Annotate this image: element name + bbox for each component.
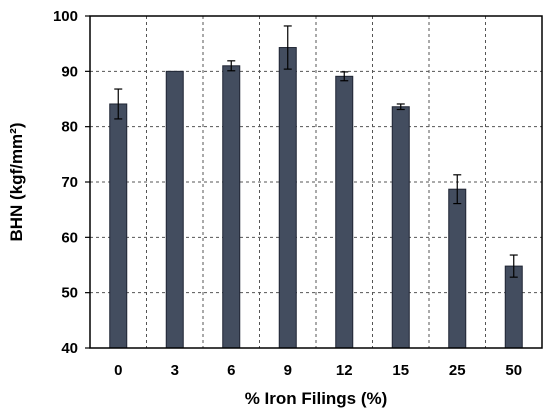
- bar-15: [391, 106, 410, 349]
- x-tick-label: 50: [505, 362, 522, 379]
- y-tick-label: 40: [61, 340, 78, 357]
- error-bar-15: [396, 103, 405, 111]
- y-axis-ticks: 40 50 60 70 80 90 100: [53, 8, 90, 357]
- x-tick-label: 25: [449, 362, 466, 379]
- y-tick-label: 90: [61, 63, 78, 80]
- bar-0: [109, 103, 128, 349]
- error-bar-9: [283, 25, 292, 70]
- x-tick-label: 9: [284, 362, 292, 379]
- bar-series: [109, 47, 523, 349]
- y-tick-label: 80: [61, 119, 78, 136]
- x-tick-label: 15: [392, 362, 409, 379]
- error-bar-6: [227, 60, 236, 72]
- error-bar-50: [509, 254, 518, 278]
- bar-6: [222, 65, 241, 349]
- error-bar-25: [453, 174, 462, 205]
- bar-9: [278, 47, 297, 349]
- y-tick-label: 100: [53, 8, 78, 25]
- y-tick-label: 50: [61, 285, 78, 302]
- bar-12: [335, 75, 354, 349]
- error-bars: [114, 25, 518, 278]
- x-axis-title: % Iron Filings (%): [245, 389, 388, 408]
- x-tick-label: 6: [227, 362, 235, 379]
- x-tick-label: 0: [114, 362, 122, 379]
- error-bar-0: [114, 88, 123, 120]
- bar-25: [448, 188, 467, 349]
- bar-3: [165, 70, 184, 349]
- error-bar-12: [340, 71, 349, 82]
- x-tick-label: 3: [171, 362, 179, 379]
- y-tick-label: 70: [61, 174, 78, 191]
- x-axis-ticks: 0 3 6 9 12 15 25 50: [114, 362, 522, 379]
- bar-50: [504, 265, 523, 349]
- y-tick-label: 60: [61, 229, 78, 246]
- x-tick-label: 12: [336, 362, 353, 379]
- y-axis-title: BHN (kgf/mm²): [7, 123, 26, 242]
- grid-lines: [90, 16, 542, 348]
